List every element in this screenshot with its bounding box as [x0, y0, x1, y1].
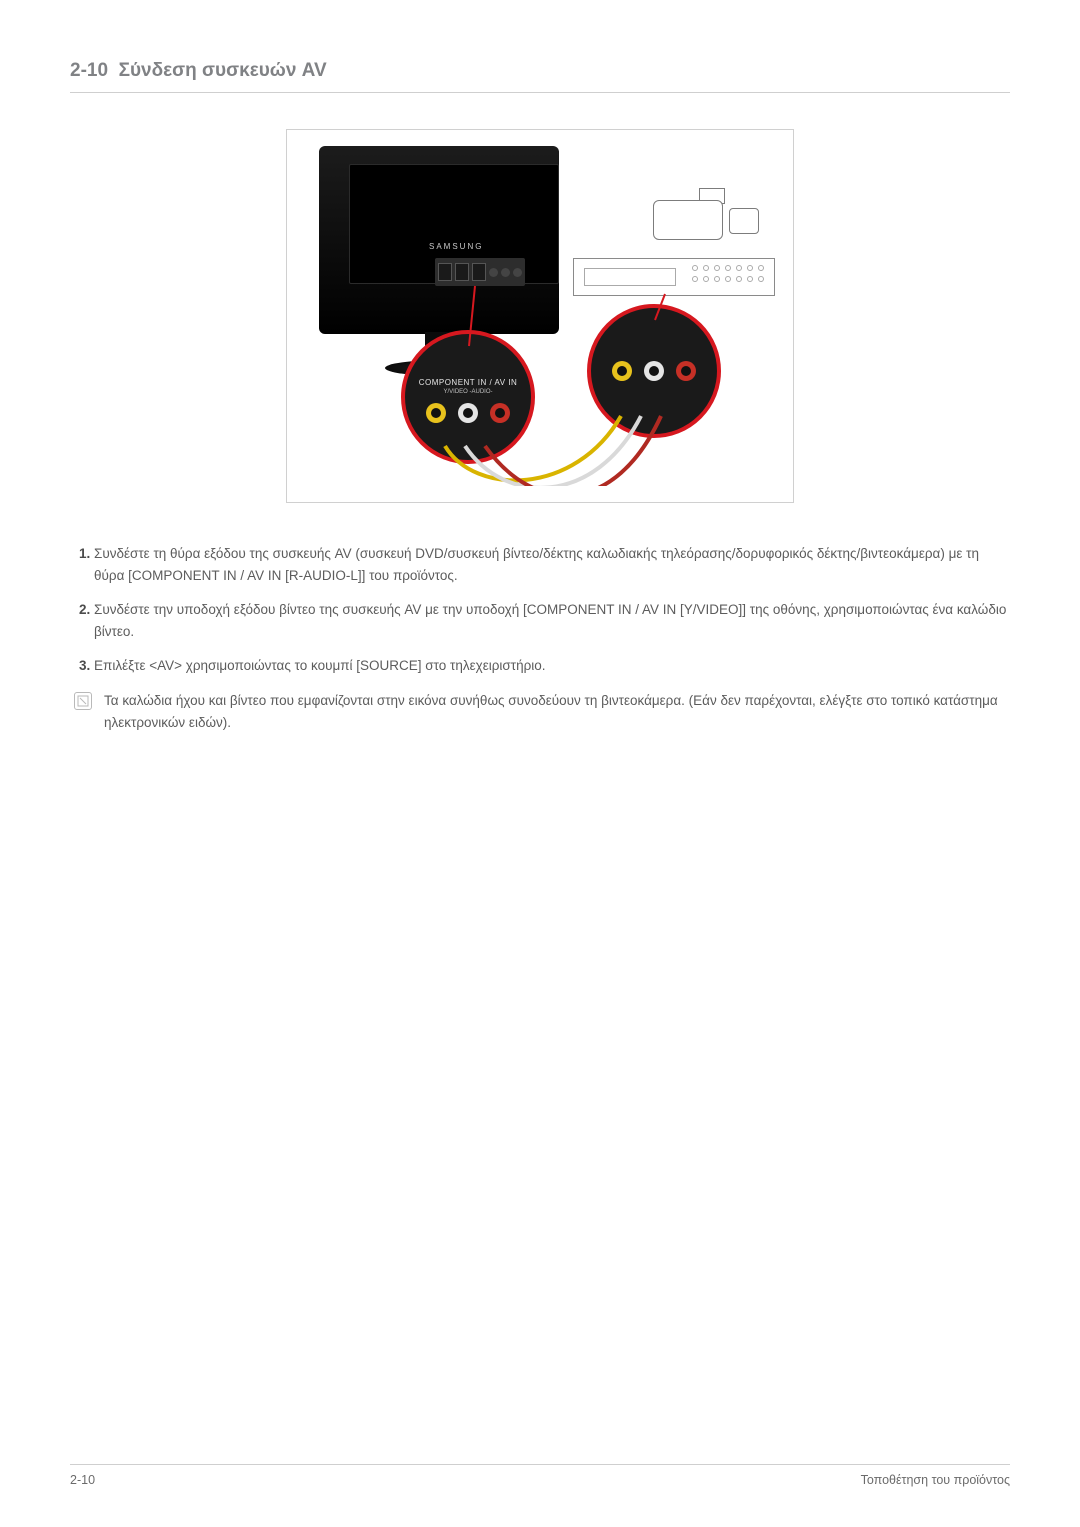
footer-section-title: Τοποθέτηση του προϊόντος — [861, 1473, 1010, 1487]
heading-title: Σύνδεση συσκευών AV — [119, 60, 327, 81]
diagram-container: SAMSUNG — [70, 129, 1010, 503]
note-block: Τα καλώδια ήχου και βίντεο που εμφανίζον… — [74, 690, 1010, 733]
diagram-frame: SAMSUNG — [286, 129, 794, 503]
av-cables-icon — [305, 146, 775, 486]
note-text: Τα καλώδια ήχου και βίντεο που εμφανίζον… — [104, 690, 1010, 733]
heading-number: 2-10 — [70, 60, 108, 81]
footer-page-number: 2-10 — [70, 1473, 95, 1487]
page-footer: 2-10 Τοποθέτηση του προϊόντος — [70, 1464, 1010, 1487]
instruction-list: Συνδέστε τη θύρα εξόδου της συσκευής AV … — [94, 543, 1010, 677]
note-icon — [74, 692, 92, 710]
step-3: Επιλέξτε <AV> χρησιμοποιώντας το κουμπί … — [94, 655, 1010, 677]
step-2: Συνδέστε την υποδοχή εξόδου βίντεο της σ… — [94, 599, 1010, 642]
av-connection-diagram: SAMSUNG — [305, 146, 775, 486]
step-1: Συνδέστε τη θύρα εξόδου της συσκευής AV … — [94, 543, 1010, 586]
section-heading: 2-10 Σύνδεση συσκευών AV — [70, 60, 1010, 93]
